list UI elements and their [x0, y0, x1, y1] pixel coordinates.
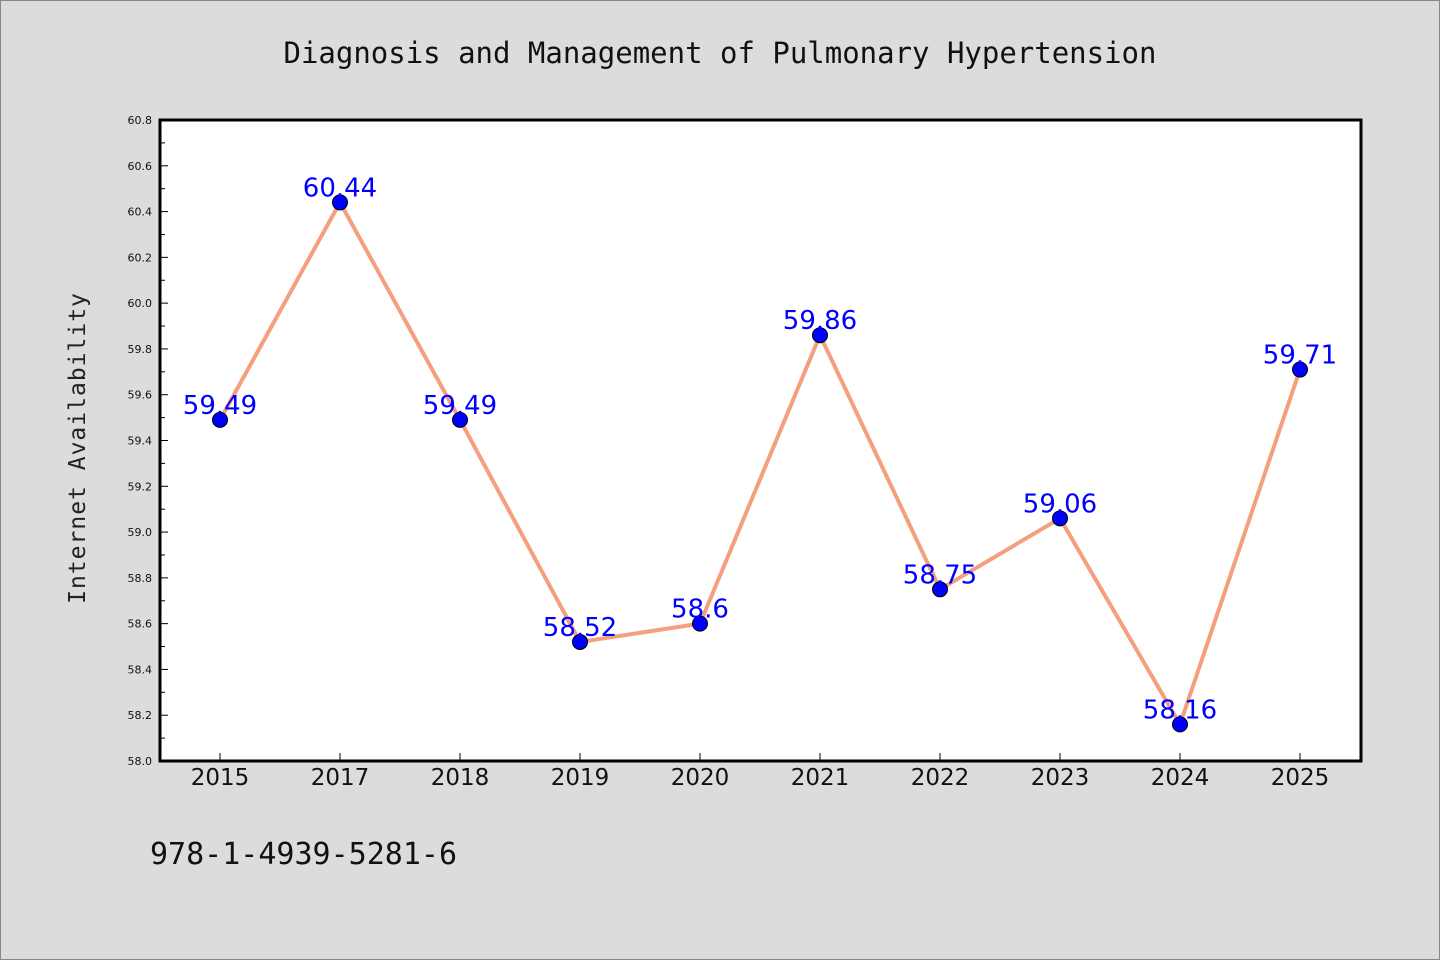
isbn-footer: 978-1-4939-5281-6 — [150, 837, 457, 872]
data-point — [932, 581, 948, 598]
data-label: 59.06 — [1023, 489, 1097, 519]
y-tick-label: 60.4 — [128, 206, 153, 219]
x-tick-label: 2017 — [311, 765, 370, 791]
y-tick-label: 59.2 — [128, 480, 153, 493]
y-tick-label: 60.2 — [128, 251, 153, 264]
x-tick-label: 2019 — [551, 765, 610, 791]
x-tick-label: 2021 — [791, 765, 850, 791]
data-label: 59.49 — [423, 391, 497, 421]
series-markers — [212, 194, 1308, 733]
y-tick-label: 58.6 — [128, 618, 153, 631]
y-axis-ticks: 58.0 58.2 58.4 58.6 58.8 59.0 59.2 59.4 59.6 59.8… — [128, 114, 168, 768]
data-point — [1292, 361, 1308, 378]
x-tick-label: 2018 — [431, 765, 490, 791]
x-tick-label: 2022 — [911, 765, 970, 791]
y-tick-label: 58.4 — [128, 663, 153, 676]
y-tick-label: 60.0 — [128, 297, 153, 310]
data-label: 58.52 — [543, 613, 617, 643]
data-point — [692, 615, 708, 632]
data-point — [332, 194, 348, 211]
data-label: 58.75 — [903, 560, 977, 590]
y-tick-label: 60.6 — [128, 160, 153, 173]
x-tick-label: 2025 — [1271, 765, 1330, 791]
y-axis-label: Internet Availability — [65, 292, 91, 604]
data-label: 59.49 — [183, 391, 257, 421]
y-tick-label: 58.8 — [128, 572, 153, 585]
y-tick-label: 59.8 — [128, 343, 153, 356]
y-tick-label: 59.6 — [128, 389, 153, 402]
data-point — [452, 411, 468, 428]
series-line — [218, 200, 1302, 727]
series-lines — [218, 200, 1302, 727]
x-tick-label: 2024 — [1151, 765, 1210, 791]
data-label: 59.71 — [1263, 341, 1337, 371]
chart-title: Diagnosis and Management of Pulmonary Hy… — [284, 36, 1157, 70]
data-point — [572, 633, 588, 650]
x-tick-label: 2020 — [671, 765, 730, 791]
data-label: 58.16 — [1143, 695, 1217, 725]
data-point — [212, 411, 228, 428]
x-tick-label: 2023 — [1031, 765, 1090, 791]
data-point — [1172, 716, 1188, 733]
data-label: 60.44 — [303, 173, 377, 203]
data-label: 58.6 — [671, 595, 729, 625]
data-point — [1052, 510, 1068, 527]
y-tick-label: 59.0 — [128, 526, 153, 539]
y-tick-label: 60.8 — [128, 114, 153, 127]
data-labels: 59.49 60.44 59.49 58.52 58.6 59.86 58.75 59.06 5… — [183, 173, 1337, 725]
x-axis-ticks: 2015 2017 2018 2019 2020 2021 2022 2023 2024 2025 — [191, 753, 1330, 791]
x-tick-label: 2015 — [191, 765, 250, 791]
y-tick-label: 58.0 — [128, 755, 153, 768]
data-label: 59.86 — [783, 306, 857, 336]
data-point — [812, 327, 828, 344]
y-tick-label: 58.2 — [128, 709, 153, 722]
plot-area — [158, 118, 1363, 763]
y-tick-label: 59.4 — [128, 435, 153, 448]
